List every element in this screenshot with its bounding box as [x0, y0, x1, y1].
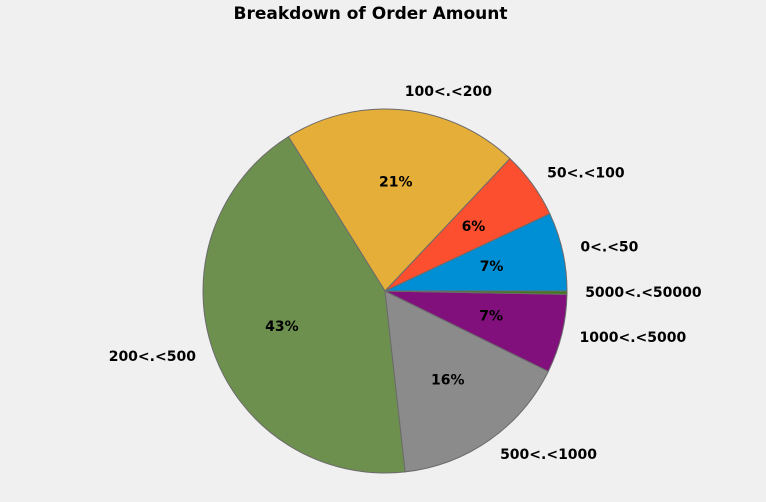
pie-slice-6 — [384, 290, 568, 295]
pie-slice-3 — [202, 136, 406, 474]
pct-label-5: 7% — [479, 309, 503, 325]
category-label-2: 100<.<200 — [405, 84, 492, 100]
category-label-3: 200<.<500 — [109, 349, 196, 365]
category-label-0: 0<.<50 — [580, 239, 638, 255]
chart-title: Breakdown of Order Amount — [233, 4, 508, 24]
pct-label-3: 43% — [265, 319, 299, 335]
category-label-6: 5000<.<50000 — [585, 285, 702, 301]
pct-label-4: 16% — [431, 372, 465, 388]
pie-slice-4 — [384, 290, 549, 473]
category-label-4: 500<.<1000 — [500, 447, 597, 463]
pct-label-0: 7% — [480, 259, 504, 275]
pct-label-2: 21% — [379, 174, 413, 190]
category-label-5: 1000<.<5000 — [580, 330, 687, 346]
category-label-1: 50<.<100 — [547, 166, 625, 182]
pie-slice-2 — [287, 108, 511, 292]
pct-label-1: 6% — [462, 219, 486, 235]
